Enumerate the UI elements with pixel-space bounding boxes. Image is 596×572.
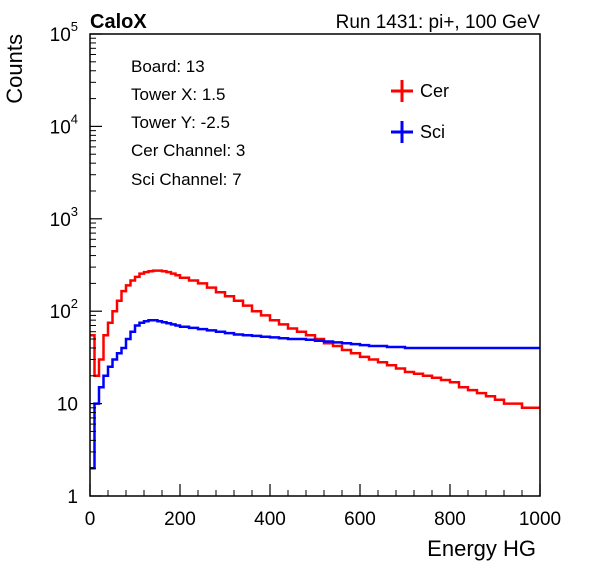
plot-frame [89, 33, 541, 497]
x-axis-title: Energy HG [427, 536, 536, 561]
legend: Cer Sci [391, 80, 449, 143]
info-box: Board: 13 Tower X: 1.5 Tower Y: -2.5 Cer… [131, 57, 245, 189]
y-axis-title: Counts [2, 34, 27, 104]
x-tick-label: 400 [254, 509, 286, 530]
series-sci-line [90, 318, 540, 470]
y-tick-label: 105 [50, 19, 78, 46]
legend-label-sci: Sci [420, 122, 445, 142]
info-tower-x: Tower X: 1.5 [131, 85, 226, 104]
y-tick-label: 10 [57, 395, 78, 416]
legend-entry-sci: Sci [391, 121, 445, 143]
legend-entry-cer: Cer [391, 80, 449, 102]
x-tick-label: 600 [344, 509, 376, 530]
info-sci-channel: Sci Channel: 7 [131, 170, 242, 189]
run-label: Run 1431: pi+, 100 GeV [336, 12, 541, 33]
x-tick-label: 200 [164, 509, 196, 530]
info-tower-y: Tower Y: -2.5 [131, 113, 230, 132]
info-cer-channel: Cer Channel: 3 [131, 141, 245, 160]
x-tick-label: 0 [85, 509, 96, 530]
y-tick-label: 104 [50, 111, 78, 138]
y-tick-label: 103 [50, 204, 78, 231]
series-cer-line [90, 269, 540, 410]
x-tick-label: 1000 [519, 509, 561, 530]
x-tick-label: 800 [434, 509, 466, 530]
info-board: Board: 13 [131, 57, 205, 76]
brand-title: CaloX [90, 11, 147, 33]
y-tick-label: 102 [50, 296, 78, 323]
legend-label-cer: Cer [420, 81, 449, 101]
y-tick-label: 1 [67, 487, 78, 508]
